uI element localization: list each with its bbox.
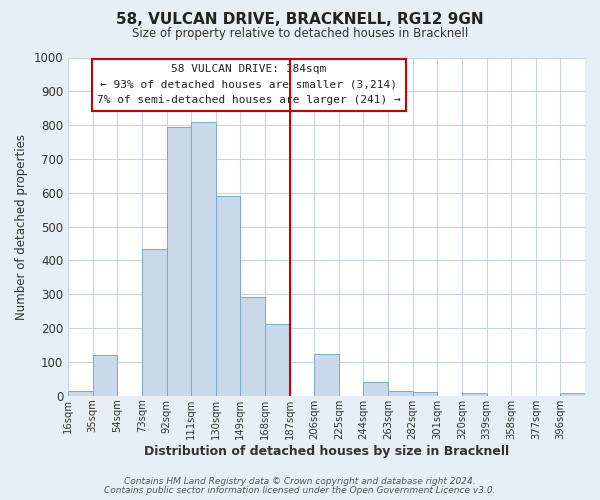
Bar (92, 355, 117, 396)
Text: Contains public sector information licensed under the Open Government Licence v3: Contains public sector information licen… (104, 486, 496, 495)
Bar (142, 248, 167, 396)
Bar (191, 122, 216, 396)
Text: Contains HM Land Registry data © Crown copyright and database right 2024.: Contains HM Land Registry data © Crown c… (124, 477, 476, 486)
Text: 58 VULCAN DRIVE: 184sqm
← 93% of detached houses are smaller (3,214)
7% of semi-: 58 VULCAN DRIVE: 184sqm ← 93% of detache… (97, 64, 401, 106)
Y-axis label: Number of detached properties: Number of detached properties (15, 134, 28, 320)
Bar (462, 394, 487, 396)
Bar (68, 390, 92, 396)
Bar (413, 392, 437, 396)
Bar (167, 127, 191, 396)
Text: Size of property relative to detached houses in Bracknell: Size of property relative to detached ho… (132, 28, 468, 40)
Bar (265, 324, 290, 396)
Text: 58, VULCAN DRIVE, BRACKNELL, RG12 9GN: 58, VULCAN DRIVE, BRACKNELL, RG12 9GN (116, 12, 484, 28)
Bar (241, 296, 265, 396)
Bar (560, 394, 585, 396)
Bar (314, 354, 339, 396)
X-axis label: Distribution of detached houses by size in Bracknell: Distribution of detached houses by size … (144, 444, 509, 458)
Bar (364, 382, 388, 396)
Bar (388, 392, 413, 396)
Bar (216, 196, 241, 396)
